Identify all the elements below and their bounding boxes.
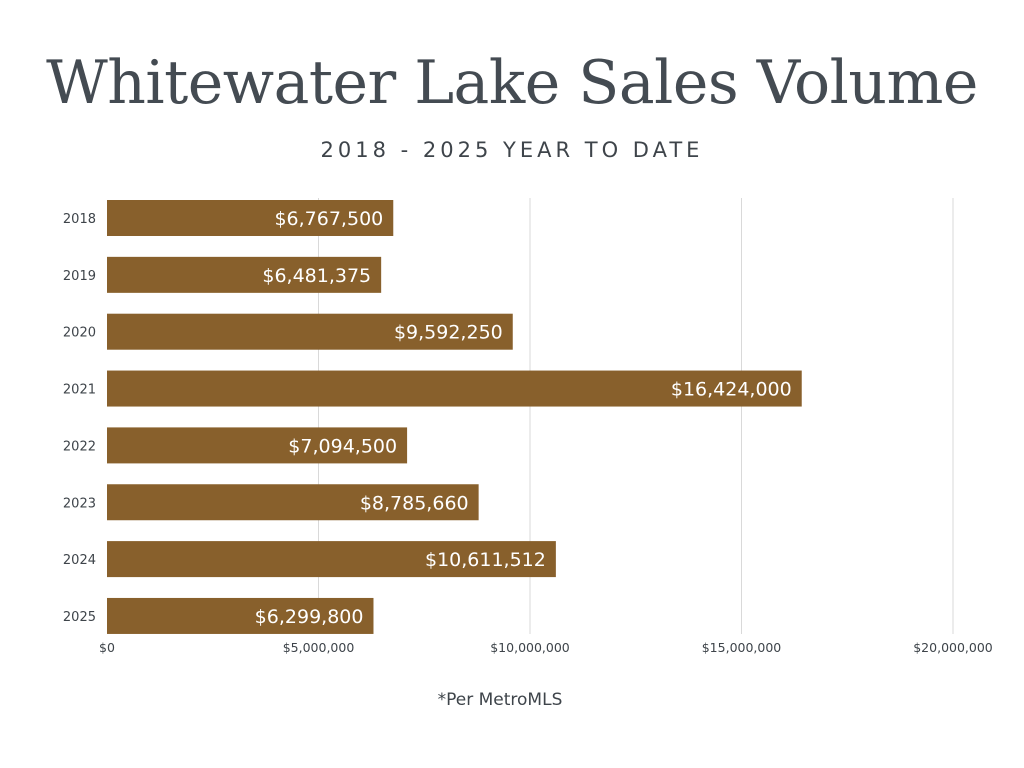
bar-chart: $6,767,500 $6,481,375 $9,592,250 $16,424,00… — [63, 198, 993, 655]
bar — [107, 200, 394, 236]
x-tick-label: $10,000,000 — [490, 640, 570, 655]
bar-value-label: $6,767,500 — [274, 208, 383, 230]
y-category-label: 2023 — [63, 496, 96, 511]
bar-value-label: $16,424,000 — [671, 379, 792, 401]
chart-subtitle: 2018 - 2025 YEAR TO DATE — [320, 138, 704, 162]
bar-value-labels: $6,767,500 $6,481,375 $9,592,250 $16,424,00… — [255, 208, 792, 628]
y-category-label: 2022 — [63, 439, 96, 454]
source-footnote: *Per MetroMLS — [437, 690, 563, 710]
bar — [107, 427, 408, 464]
y-category-label: 2018 — [63, 212, 96, 227]
x-tick-label: $5,000,000 — [283, 640, 355, 655]
bar — [107, 256, 382, 293]
y-category-label: 2025 — [63, 610, 96, 625]
bar — [107, 597, 374, 634]
y-category-label: 2020 — [63, 326, 96, 341]
bar-value-label: $7,094,500 — [288, 435, 397, 457]
bars — [107, 200, 802, 634]
bar — [107, 541, 556, 578]
y-axis-categories: 2018 2019 2020 2021 2022 2023 2024 2025 — [63, 212, 96, 625]
bar — [107, 484, 479, 521]
x-tick-label: $20,000,000 — [913, 640, 993, 655]
x-axis-ticks: $0 $5,000,000 $10,000,000 $15,000,000 $20,00… — [99, 640, 993, 655]
bar-value-label: $8,785,660 — [360, 492, 469, 514]
bar-value-label: $6,299,800 — [255, 606, 364, 628]
chart-title: Whitewater Lake Sales Volume — [46, 48, 978, 118]
bar — [107, 313, 513, 350]
x-tick-label: $0 — [99, 640, 115, 655]
bar-value-label: $10,611,512 — [425, 549, 546, 571]
x-tick-label: $15,000,000 — [702, 640, 782, 655]
y-category-label: 2024 — [63, 553, 96, 568]
bar-value-label: $9,592,250 — [394, 322, 503, 344]
y-category-label: 2019 — [63, 269, 96, 284]
bar-value-label: $6,481,375 — [262, 265, 371, 287]
bar — [107, 370, 802, 407]
y-category-label: 2021 — [63, 383, 96, 398]
